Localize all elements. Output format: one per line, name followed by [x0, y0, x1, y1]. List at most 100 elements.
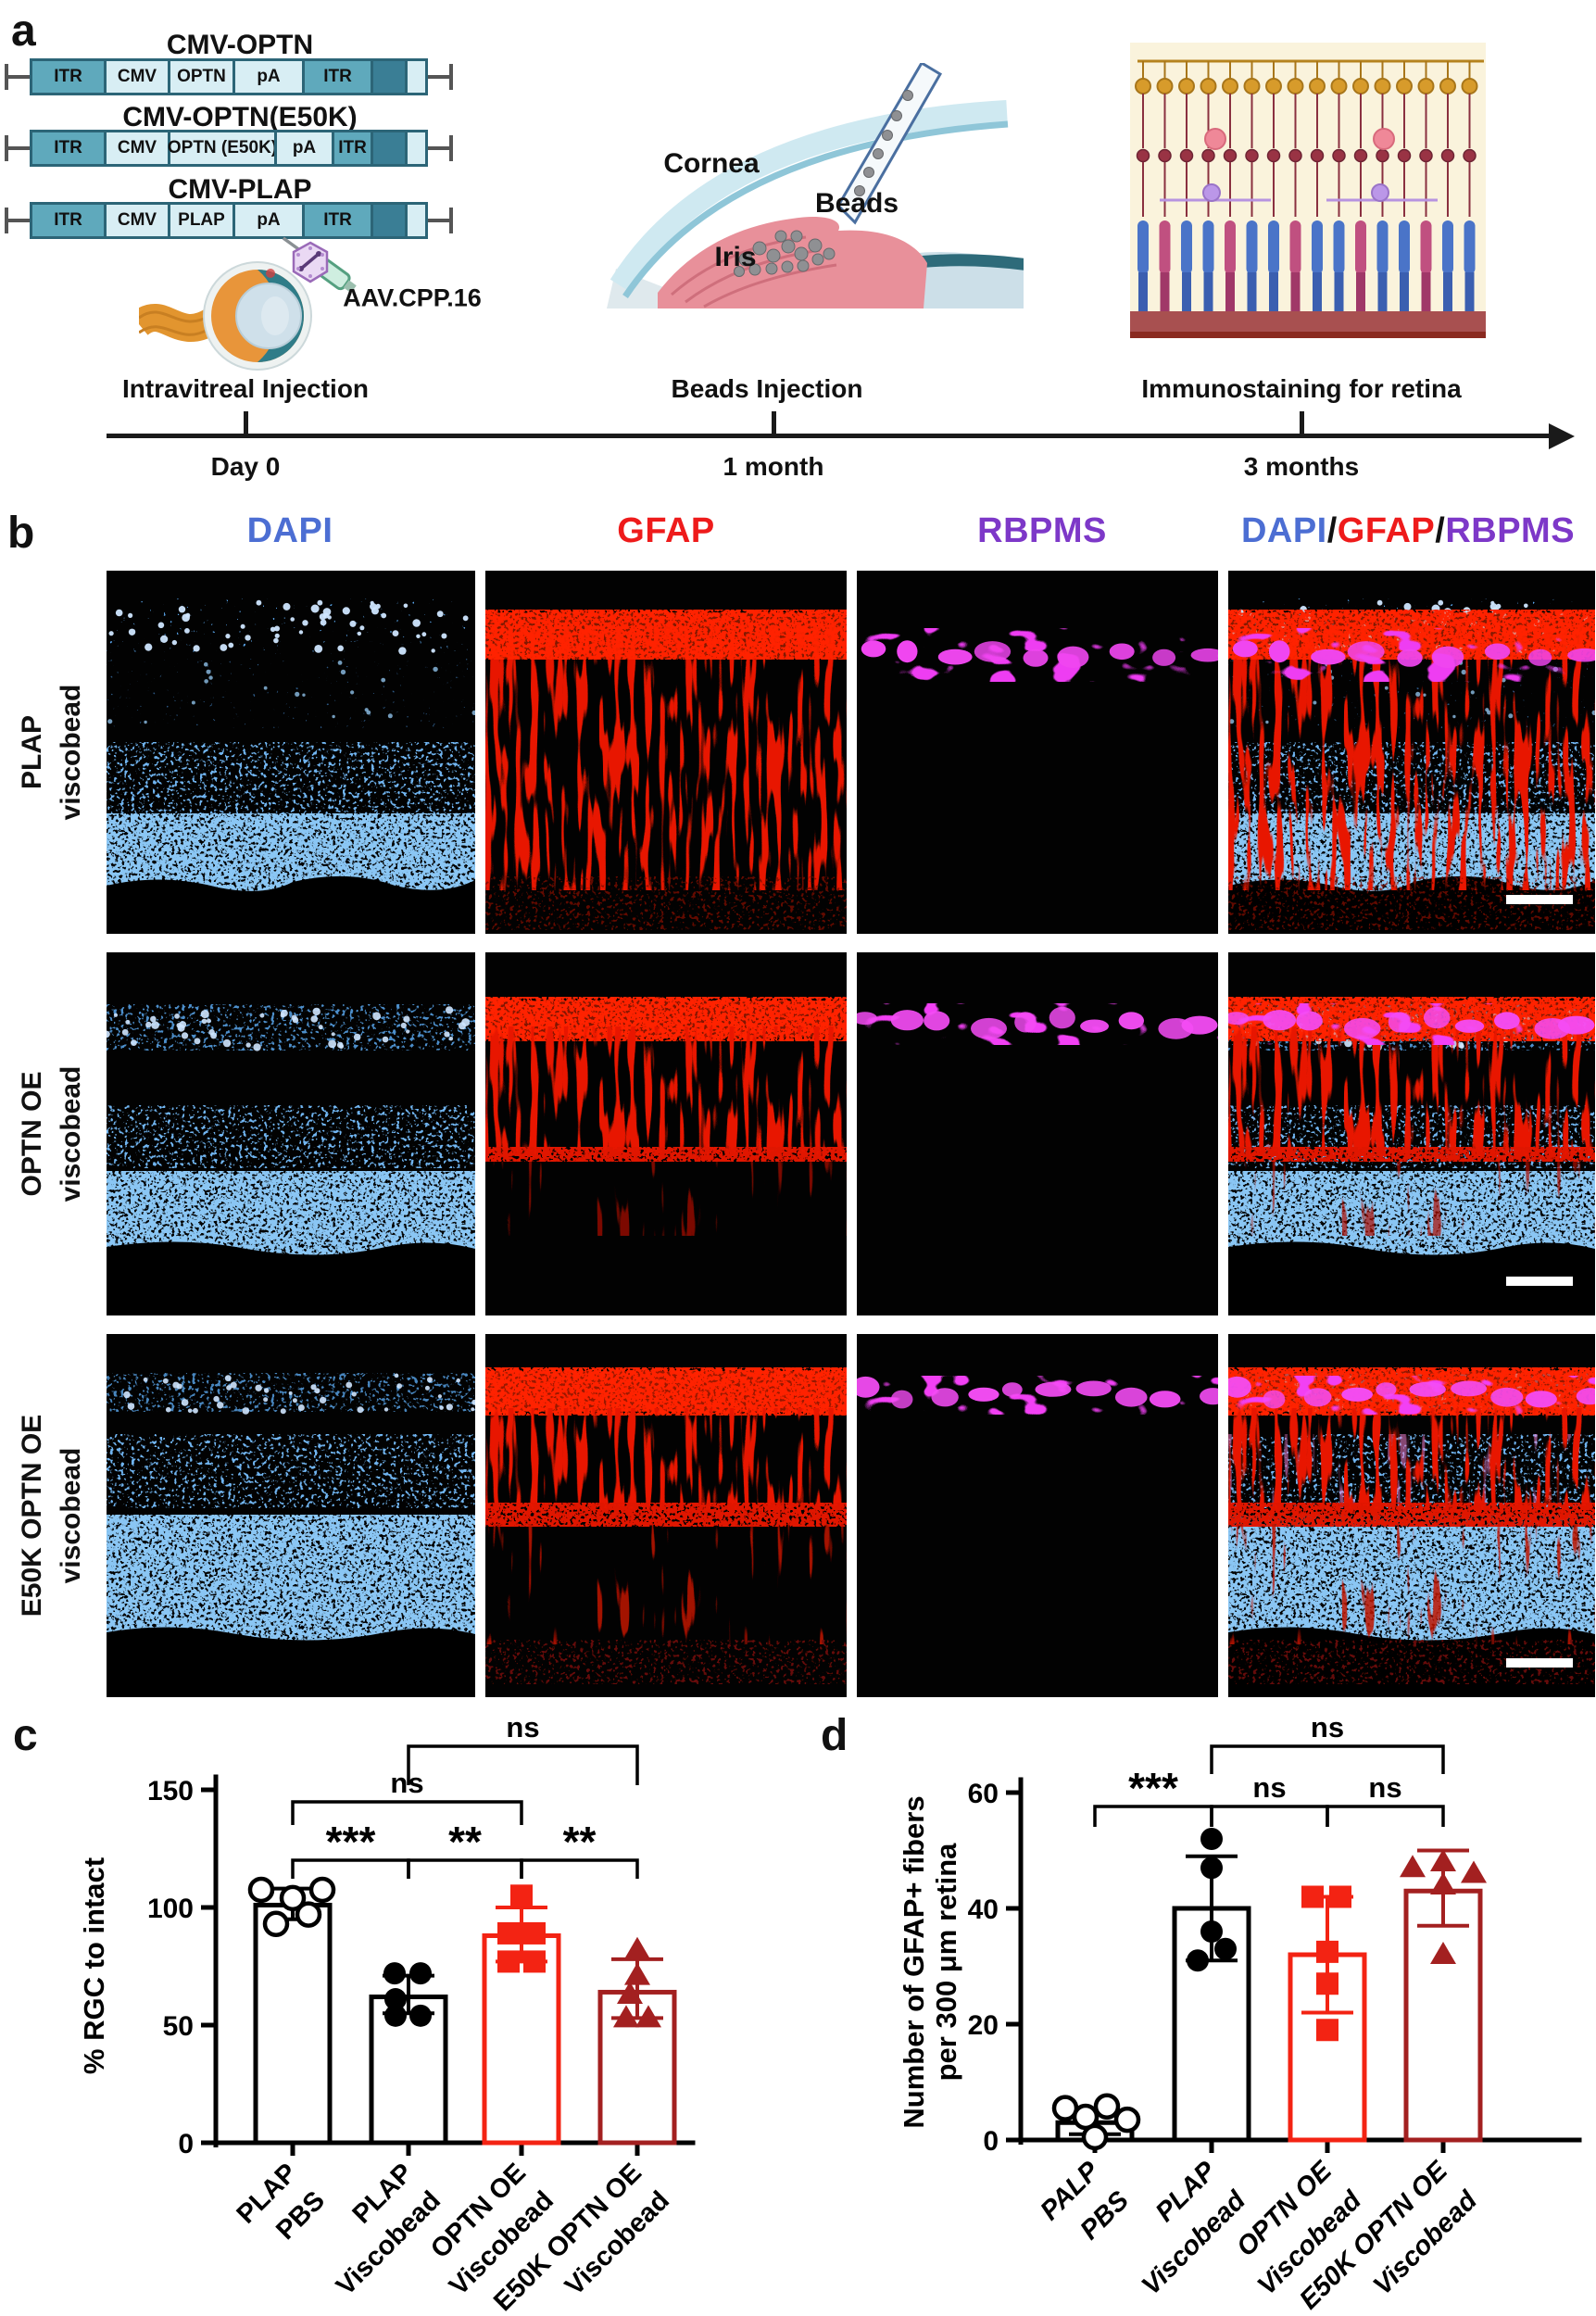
significance-label: ns: [1368, 1771, 1401, 1804]
scale-bar: [1506, 895, 1573, 904]
micrograph-plap-merge: [1228, 571, 1595, 934]
panel-c-label: c: [13, 1711, 38, 1760]
construct-bar: ITR CMV OPTN (E50K) pA ITR: [5, 130, 453, 167]
micrograph-e50k-rbpms: [857, 1334, 1218, 1697]
micrograph-e50k-dapi: [107, 1334, 475, 1697]
merge-header-slash: /: [1326, 511, 1338, 550]
row-label-line: viscobead: [56, 684, 86, 821]
construct-segment: pA: [232, 58, 305, 95]
significance-label: **: [563, 1818, 597, 1866]
construct-segment: ITR: [302, 202, 373, 239]
significance-label: ns: [506, 1711, 539, 1743]
construct-segment: [405, 202, 428, 239]
svg-text:60: 60: [968, 1779, 999, 1809]
iris-label: Iris: [714, 242, 757, 272]
row-label-e50k-optn-oe-viscobead: E50K OPTN OE viscobead: [7, 1334, 96, 1697]
construct-bar: ITR CMV OPTN pA ITR: [5, 58, 453, 95]
merge-header-dapi: DAPI: [1240, 511, 1327, 550]
eye-injection-illustration: [139, 236, 357, 371]
bar-PLAP PBS: [253, 1902, 333, 2146]
panel-b-label: b: [7, 509, 35, 558]
construct-title: CMV-PLAP: [168, 174, 312, 205]
significance-label: ns: [1252, 1771, 1286, 1804]
aav-construct-diagrams: CMV-OPTN ITR CMV OPTN pA ITR CMV-OPTN(E50K) ITR…: [0, 28, 519, 278]
micrograph-optn-oe-rbpms: [857, 952, 1218, 1315]
bar-PLAP Viscobead: [369, 1995, 448, 2146]
significance-label: ***: [326, 1818, 376, 1866]
column-header-rbpms: RBPMS: [977, 511, 1107, 550]
significance-label: **: [448, 1818, 482, 1866]
timeline-tick-1month: [772, 411, 776, 435]
scale-bar: [1506, 1277, 1573, 1286]
significance-label: ***: [1128, 1764, 1178, 1812]
construct-bar: ITR CMV PLAP pA ITR: [5, 202, 453, 239]
row-label-line: PLAP: [17, 715, 47, 790]
step-caption-intravitreal: Intravitreal Injection: [121, 374, 370, 403]
svg-text:Number of GFAP+ fibers: Number of GFAP+ fibers: [898, 1795, 930, 2128]
construct-segment: ITR: [30, 58, 107, 95]
row-label-line: E50K OPTN OE: [17, 1414, 47, 1617]
timeline-label-3months: 3 months: [1243, 452, 1360, 481]
construct-segment: OPTN (E50K): [168, 130, 277, 167]
chart-gfap-fibers: 0 20 40 60 Number of GFAP+ fibers per 300 μm …: [898, 1711, 1582, 2315]
timeline-label-1month: 1 month: [723, 452, 824, 481]
micrograph-plap-dapi: [107, 571, 475, 934]
significance-label: ns: [1311, 1711, 1344, 1743]
micrograph-optn-oe-dapi: [107, 952, 475, 1315]
micrograph-e50k-gfap: [485, 1334, 847, 1697]
row-label-line: viscobead: [56, 1447, 86, 1584]
virus-label: AAV.CPP.16: [343, 283, 482, 312]
column-header-merge: DAPI/GFAP/RBPMS: [1225, 511, 1591, 554]
beads-cluster-icon: [734, 230, 836, 277]
construct-segment: OPTN: [168, 58, 235, 95]
svg-text:150: 150: [147, 1776, 194, 1806]
construct-segment: pA: [232, 202, 305, 239]
merge-header-gfap: GFAP: [1337, 511, 1436, 550]
row-label-optn-oe-viscobead: OPTN OE viscobead: [7, 952, 96, 1315]
construct-segment: [371, 202, 408, 239]
construct-segment: [405, 58, 428, 95]
svg-text:100: 100: [147, 1894, 194, 1924]
column-header-dapi: DAPI: [246, 511, 333, 550]
timeline-tick-3months: [1300, 411, 1304, 435]
merge-header-rbpms: RBPMS: [1445, 511, 1576, 550]
construct-title: CMV-OPTN: [166, 30, 314, 60]
bar-OPTN OE Viscobead: [482, 1932, 561, 2146]
svg-text:0: 0: [983, 2126, 999, 2157]
construct-segment: [371, 130, 408, 167]
cornea-label: Cornea: [663, 148, 760, 179]
micrograph-plap-gfap: [485, 571, 847, 934]
micrograph-optn-oe-gfap: [485, 952, 847, 1315]
beads-injection-illustration: [607, 63, 1024, 308]
row-label-line: viscobead: [56, 1065, 86, 1202]
construct-segment: ITR: [332, 130, 373, 167]
timeline-axis: [107, 434, 1553, 438]
svg-text:20: 20: [968, 2010, 999, 2041]
svg-text:40: 40: [968, 1894, 999, 1925]
panel-a-label: a: [11, 6, 36, 56]
micrograph-plap-rbpms: [857, 571, 1218, 934]
timeline-label-day0: Day 0: [210, 452, 281, 481]
construct-segment: [371, 58, 408, 95]
step-caption-immunostaining: Immunostaining for retina: [1141, 374, 1462, 403]
column-header-gfap: GFAP: [617, 511, 715, 550]
construct-segment: PLAP: [168, 202, 235, 239]
construct-segment: ITR: [30, 202, 107, 239]
construct-segment: CMV: [104, 58, 170, 95]
step-caption-beads: Beads Injection: [671, 374, 863, 403]
construct-segment: ITR: [302, 58, 373, 95]
svg-text:per 300 μm retina: per 300 μm retina: [930, 1843, 962, 2082]
merge-header-slash: /: [1435, 511, 1446, 550]
construct-segment: pA: [274, 130, 334, 167]
timeline-tick-day0: [244, 411, 248, 435]
panel-d-label: d: [821, 1711, 848, 1760]
aav-virus-icon: [292, 241, 329, 283]
needle-icon: [836, 63, 943, 225]
svg-text:% RGC to intact: % RGC to intact: [78, 1857, 110, 2074]
scale-bar: [1506, 1658, 1573, 1668]
construct-segment: CMV: [104, 130, 170, 167]
svg-text:0: 0: [178, 2129, 194, 2159]
svg-text:50: 50: [163, 2011, 194, 2042]
